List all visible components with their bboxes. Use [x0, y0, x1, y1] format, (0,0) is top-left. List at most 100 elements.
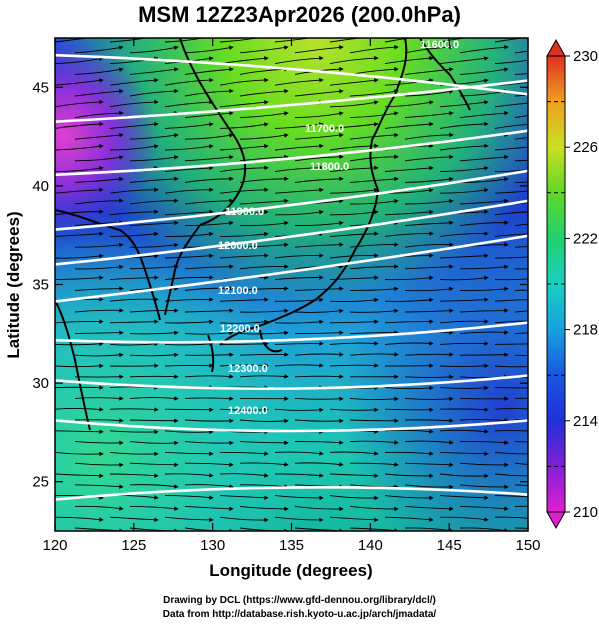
streamline [219, 165, 269, 173]
contour-labels: 11600.0 11700.0 11800.0 11900.0 12000.0 12100… [218, 39, 459, 417]
streamline [404, 154, 454, 162]
y-axis-title: Latitude (degrees) [4, 211, 23, 358]
streamline [184, 418, 234, 424]
streamline [459, 177, 509, 183]
streamline [55, 516, 104, 522]
streamline [274, 363, 324, 368]
streamline [384, 78, 434, 86]
streamline [109, 516, 159, 522]
colorbar-tick-label: 222 [573, 230, 598, 247]
streamline [74, 418, 124, 423]
streamline [164, 407, 214, 412]
streamline [164, 451, 214, 457]
streamline [439, 495, 489, 501]
streamline [129, 220, 179, 227]
streamline [239, 111, 289, 119]
streamline [74, 505, 124, 511]
streamline [459, 198, 509, 205]
streamline [514, 73, 528, 75]
streamline [55, 209, 104, 216]
streamline [109, 275, 159, 281]
credit-data: Data from http://database.rish.kyoto-u.a… [162, 609, 437, 620]
streamline [239, 418, 289, 424]
streamline [55, 187, 104, 194]
x-tick-label: 120 [42, 537, 67, 554]
streamline [349, 286, 399, 292]
streamline [129, 198, 179, 205]
streamline [404, 374, 454, 380]
streamline [514, 289, 528, 291]
streamline [329, 495, 379, 501]
streamline [274, 407, 324, 413]
streamline [129, 242, 179, 248]
streamline [239, 462, 289, 467]
streamline [239, 374, 289, 379]
streamline [55, 38, 104, 43]
streamline [514, 246, 528, 248]
x-axis: 120 125 130 135 140 145 150 [42, 38, 541, 554]
streamline [129, 418, 179, 423]
streamline [55, 56, 104, 65]
colorbar-tick-label: 214 [573, 413, 598, 430]
streamline [164, 363, 214, 368]
streamline [459, 220, 509, 227]
x-tick-label: 125 [121, 537, 146, 554]
streamline [184, 133, 234, 140]
contour-line [55, 79, 528, 124]
streamline [329, 516, 379, 523]
streamline [459, 45, 509, 54]
streamline [494, 233, 528, 237]
streamline [329, 341, 379, 346]
contour-label: 12200.0 [220, 323, 260, 335]
streamline [109, 78, 159, 86]
streamline [55, 363, 104, 369]
streamline [184, 67, 234, 75]
streamline [239, 242, 289, 248]
streamline [74, 396, 124, 401]
streamline [404, 89, 454, 97]
streamline [514, 354, 528, 357]
streamline [74, 440, 124, 446]
streamline [349, 89, 399, 97]
streamline [514, 462, 528, 465]
streamline [294, 374, 344, 379]
streamline [459, 330, 509, 335]
streamline [404, 67, 454, 75]
streamline [459, 264, 509, 270]
streamline [219, 231, 269, 237]
coastline [55, 38, 471, 431]
y-tick-label: 35 [32, 277, 49, 294]
streamline [459, 286, 509, 292]
streamline [219, 209, 269, 216]
streamline [439, 121, 489, 129]
streamline [439, 166, 489, 173]
streamline [129, 308, 179, 313]
streamline [439, 188, 489, 194]
credit-footer: Drawing by DCL (https://www.gfd-dennou.o… [0, 594, 599, 622]
streamline [239, 352, 289, 357]
streamline [184, 374, 234, 379]
streamline [274, 473, 324, 478]
x-tick-label: 150 [515, 537, 540, 554]
streamline [404, 111, 454, 119]
streamline [459, 484, 509, 490]
streamline [294, 396, 344, 402]
streamline [74, 462, 124, 468]
streamline [164, 473, 214, 478]
streamline [129, 462, 179, 468]
streamline [294, 45, 344, 54]
streamline [109, 407, 159, 412]
streamline [294, 462, 344, 467]
streamline [74, 110, 124, 119]
streamline [439, 363, 489, 369]
streamline [459, 505, 509, 511]
streamline [349, 462, 399, 467]
streamline [109, 451, 159, 457]
streamline [74, 155, 124, 162]
streamline [294, 352, 344, 357]
streamline [74, 484, 124, 489]
streamline [514, 527, 528, 529]
x-tick-label: 135 [279, 537, 304, 554]
streamline [514, 397, 528, 399]
streamline [164, 165, 214, 173]
